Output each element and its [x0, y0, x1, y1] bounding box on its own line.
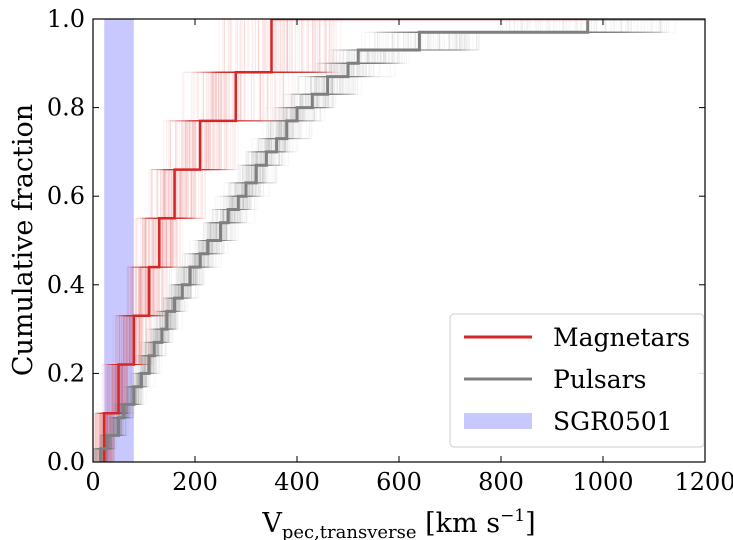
- magnetars-realization: [96, 19, 705, 462]
- y-tick-label: 1.0: [47, 5, 85, 33]
- x-axis-label-superscript: −1: [500, 506, 525, 526]
- magnetars-realization: [102, 19, 705, 462]
- axes: 0 200 400 600 800 1000 1200 0.0 0.2 0.4 0.6 0.8 1.0: [47, 5, 733, 496]
- pulsars-realization: [99, 19, 705, 462]
- y-tick-label: 0.6: [47, 182, 85, 210]
- magnetars-realization: [104, 19, 705, 462]
- pulsars-realization: [105, 19, 705, 462]
- pulsars-realization: [103, 19, 705, 462]
- magnetars-line: [102, 19, 705, 462]
- pulsars-realization: [105, 19, 705, 462]
- magnetars-realization: [107, 19, 705, 462]
- y-axis-label: Cumulative fraction: [8, 104, 39, 376]
- magnetars-realization: [107, 19, 705, 462]
- x-tick-label: 200: [172, 468, 218, 496]
- x-tick-label: 1000: [572, 468, 633, 496]
- y-tick-label: 0.4: [47, 271, 85, 299]
- pulsars-realization: [93, 19, 705, 462]
- magnetars-realization: [100, 19, 705, 462]
- legend-label-magnetars: Magnetars: [553, 323, 690, 352]
- legend-label-pulsars: Pulsars: [553, 365, 646, 394]
- x-axis-label-unit: [km s: [417, 508, 501, 539]
- pulsars-realization: [101, 19, 705, 462]
- y-tick-label: 0.0: [47, 448, 85, 476]
- x-axis-label-subscript: pec,transverse: [282, 522, 417, 540]
- x-axis-label: Vpec,transverse [km s−1]: [261, 506, 535, 540]
- legend: Magnetars Pulsars SGR0501: [449, 313, 705, 448]
- legend-label-sgr0501: SGR0501: [553, 407, 673, 436]
- plot-area: [93, 19, 705, 462]
- magnetars-realization: [112, 19, 705, 462]
- x-tick-label: 1200: [674, 468, 733, 496]
- magnetars-realization: [101, 19, 705, 462]
- pulsars-realization: [100, 19, 705, 462]
- x-tick-label: 800: [478, 468, 524, 496]
- legend-swatch-sgr0501: [464, 413, 532, 429]
- pulsars-line: [99, 19, 705, 462]
- x-axis-label-main: V: [261, 508, 282, 539]
- x-axis-label-close: ]: [525, 508, 536, 539]
- pulsars-realization: [105, 19, 705, 462]
- pulsars-realization: [96, 19, 705, 462]
- x-tick-label: 400: [274, 468, 320, 496]
- magnetars-realization: [103, 19, 705, 462]
- x-tick-label: 0: [85, 468, 100, 496]
- plot-clipped-group: [93, 19, 705, 462]
- pulsars-realization: [104, 19, 705, 462]
- x-tick-label: 600: [376, 468, 422, 496]
- magnetars-realization: [100, 19, 705, 462]
- y-tick-label: 0.8: [47, 94, 85, 122]
- y-tick-label: 0.2: [47, 359, 85, 387]
- magnetars-realization: [106, 19, 705, 462]
- magnetars-realization: [99, 19, 705, 462]
- magnetars-realization: [107, 19, 705, 462]
